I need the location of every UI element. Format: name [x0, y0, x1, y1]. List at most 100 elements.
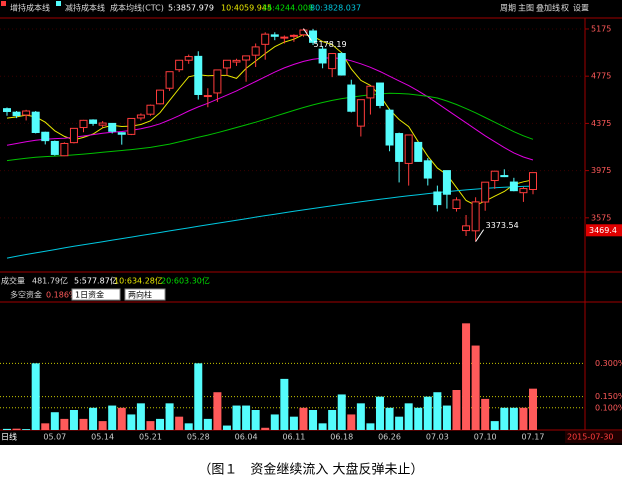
dropdown[interactable]: [124, 288, 166, 301]
price-tag: [586, 224, 622, 237]
candle-body: [165, 71, 174, 89]
bar: [366, 423, 375, 430]
menu-item[interactable]: 叠加线: [536, 3, 560, 13]
period-label: 日线: [1, 432, 17, 442]
x-tick-label: 05.07: [43, 433, 66, 442]
bar: [89, 407, 98, 430]
bar: [3, 428, 11, 430]
x-tick-label: 07.17: [522, 433, 545, 442]
bar: [146, 421, 155, 430]
background: [0, 0, 622, 445]
bar: [184, 423, 193, 430]
menu-item[interactable]: 权: [561, 3, 569, 13]
dropdown-label[interactable]: 两向柱: [128, 290, 152, 300]
volume-value: 10:634.28亿: [114, 276, 163, 286]
header-item: 80:3828.037: [310, 4, 361, 13]
candle-body: [261, 33, 270, 45]
bar: [289, 416, 298, 430]
dropdown[interactable]: [71, 288, 121, 301]
bar: [22, 429, 31, 430]
x-tick-label: 06.11: [282, 433, 305, 442]
y-tick-label: 0.100%: [595, 403, 622, 412]
candle-body: [452, 199, 461, 210]
bar: [261, 427, 270, 430]
menu-item[interactable]: 主图: [518, 3, 534, 13]
x-tick-label: 07.03: [426, 433, 449, 442]
bar: [175, 416, 184, 430]
candle-body: [289, 34, 298, 37]
bar: [337, 394, 346, 430]
candle-body: [175, 59, 184, 71]
candle-body: [60, 142, 69, 157]
bar: [270, 414, 279, 430]
bar: [232, 405, 241, 430]
menu-item[interactable]: 设置: [573, 3, 589, 13]
x-tick-label: 05.14: [91, 433, 114, 442]
candle-body: [242, 55, 251, 61]
bar: [395, 416, 404, 430]
bar: [452, 390, 461, 430]
legend-icon: [1, 1, 6, 6]
bar: [471, 345, 480, 430]
candle-body: [462, 225, 471, 232]
price-tag-label: 3469.4: [589, 226, 617, 235]
y-tick-label: 3575: [591, 213, 611, 222]
bar: [404, 403, 413, 430]
candle-body: [50, 140, 59, 155]
bar: [222, 425, 231, 430]
bar: [50, 412, 59, 430]
moving-average: [6, 92, 534, 162]
y-tick-label: 5175: [591, 24, 611, 33]
candle-body: [375, 82, 384, 106]
volume-value: 481.79亿: [32, 276, 68, 286]
candle-body: [117, 132, 126, 135]
volume-value: 20:603.30亿: [161, 276, 210, 286]
bar: [481, 398, 490, 430]
header-item: 增持成本线: [10, 3, 50, 13]
candle-body: [184, 56, 193, 61]
menu-item[interactable]: 周期: [500, 4, 516, 13]
candle-body: [529, 172, 537, 190]
header-item: 成本均线(CTC): [110, 3, 164, 13]
date-box: [565, 431, 622, 443]
bar: [117, 407, 126, 430]
candle-body: [414, 141, 423, 162]
header-item: 10:4059.945: [221, 4, 272, 13]
candle-body: [194, 55, 203, 95]
bar: [414, 407, 423, 430]
bar: [194, 363, 203, 430]
bar: [423, 396, 432, 430]
candle-body: [328, 53, 337, 70]
bar: [328, 410, 337, 430]
candle-body: [280, 36, 289, 39]
candle-body: [156, 89, 165, 105]
candle-body: [232, 59, 241, 63]
candle-body: [89, 119, 98, 124]
bar: [375, 396, 384, 430]
legend-icon: [56, 1, 61, 6]
bar: [500, 407, 509, 430]
candle-body: [12, 111, 21, 117]
x-tick-label: 06.26: [378, 433, 401, 442]
x-tick-label: 06.04: [235, 433, 258, 442]
annotation-arrow: [303, 28, 312, 41]
candle-body: [146, 104, 155, 115]
bar: [41, 423, 50, 430]
candle-body: [203, 95, 212, 98]
bar: [60, 418, 69, 430]
bar: [12, 428, 21, 430]
dropdown-label[interactable]: 1日资金: [75, 290, 104, 300]
bar: [251, 410, 260, 430]
moving-average: [6, 57, 534, 161]
bar: [299, 407, 308, 430]
candle-body: [500, 175, 509, 178]
bar: [165, 403, 174, 430]
candle-body: [299, 29, 308, 36]
bar: [31, 363, 40, 430]
candle-body: [270, 34, 279, 37]
header-item: 减持成本线: [65, 3, 105, 13]
bar: [509, 407, 518, 430]
bar: [433, 392, 442, 430]
candle-body: [79, 119, 88, 129]
